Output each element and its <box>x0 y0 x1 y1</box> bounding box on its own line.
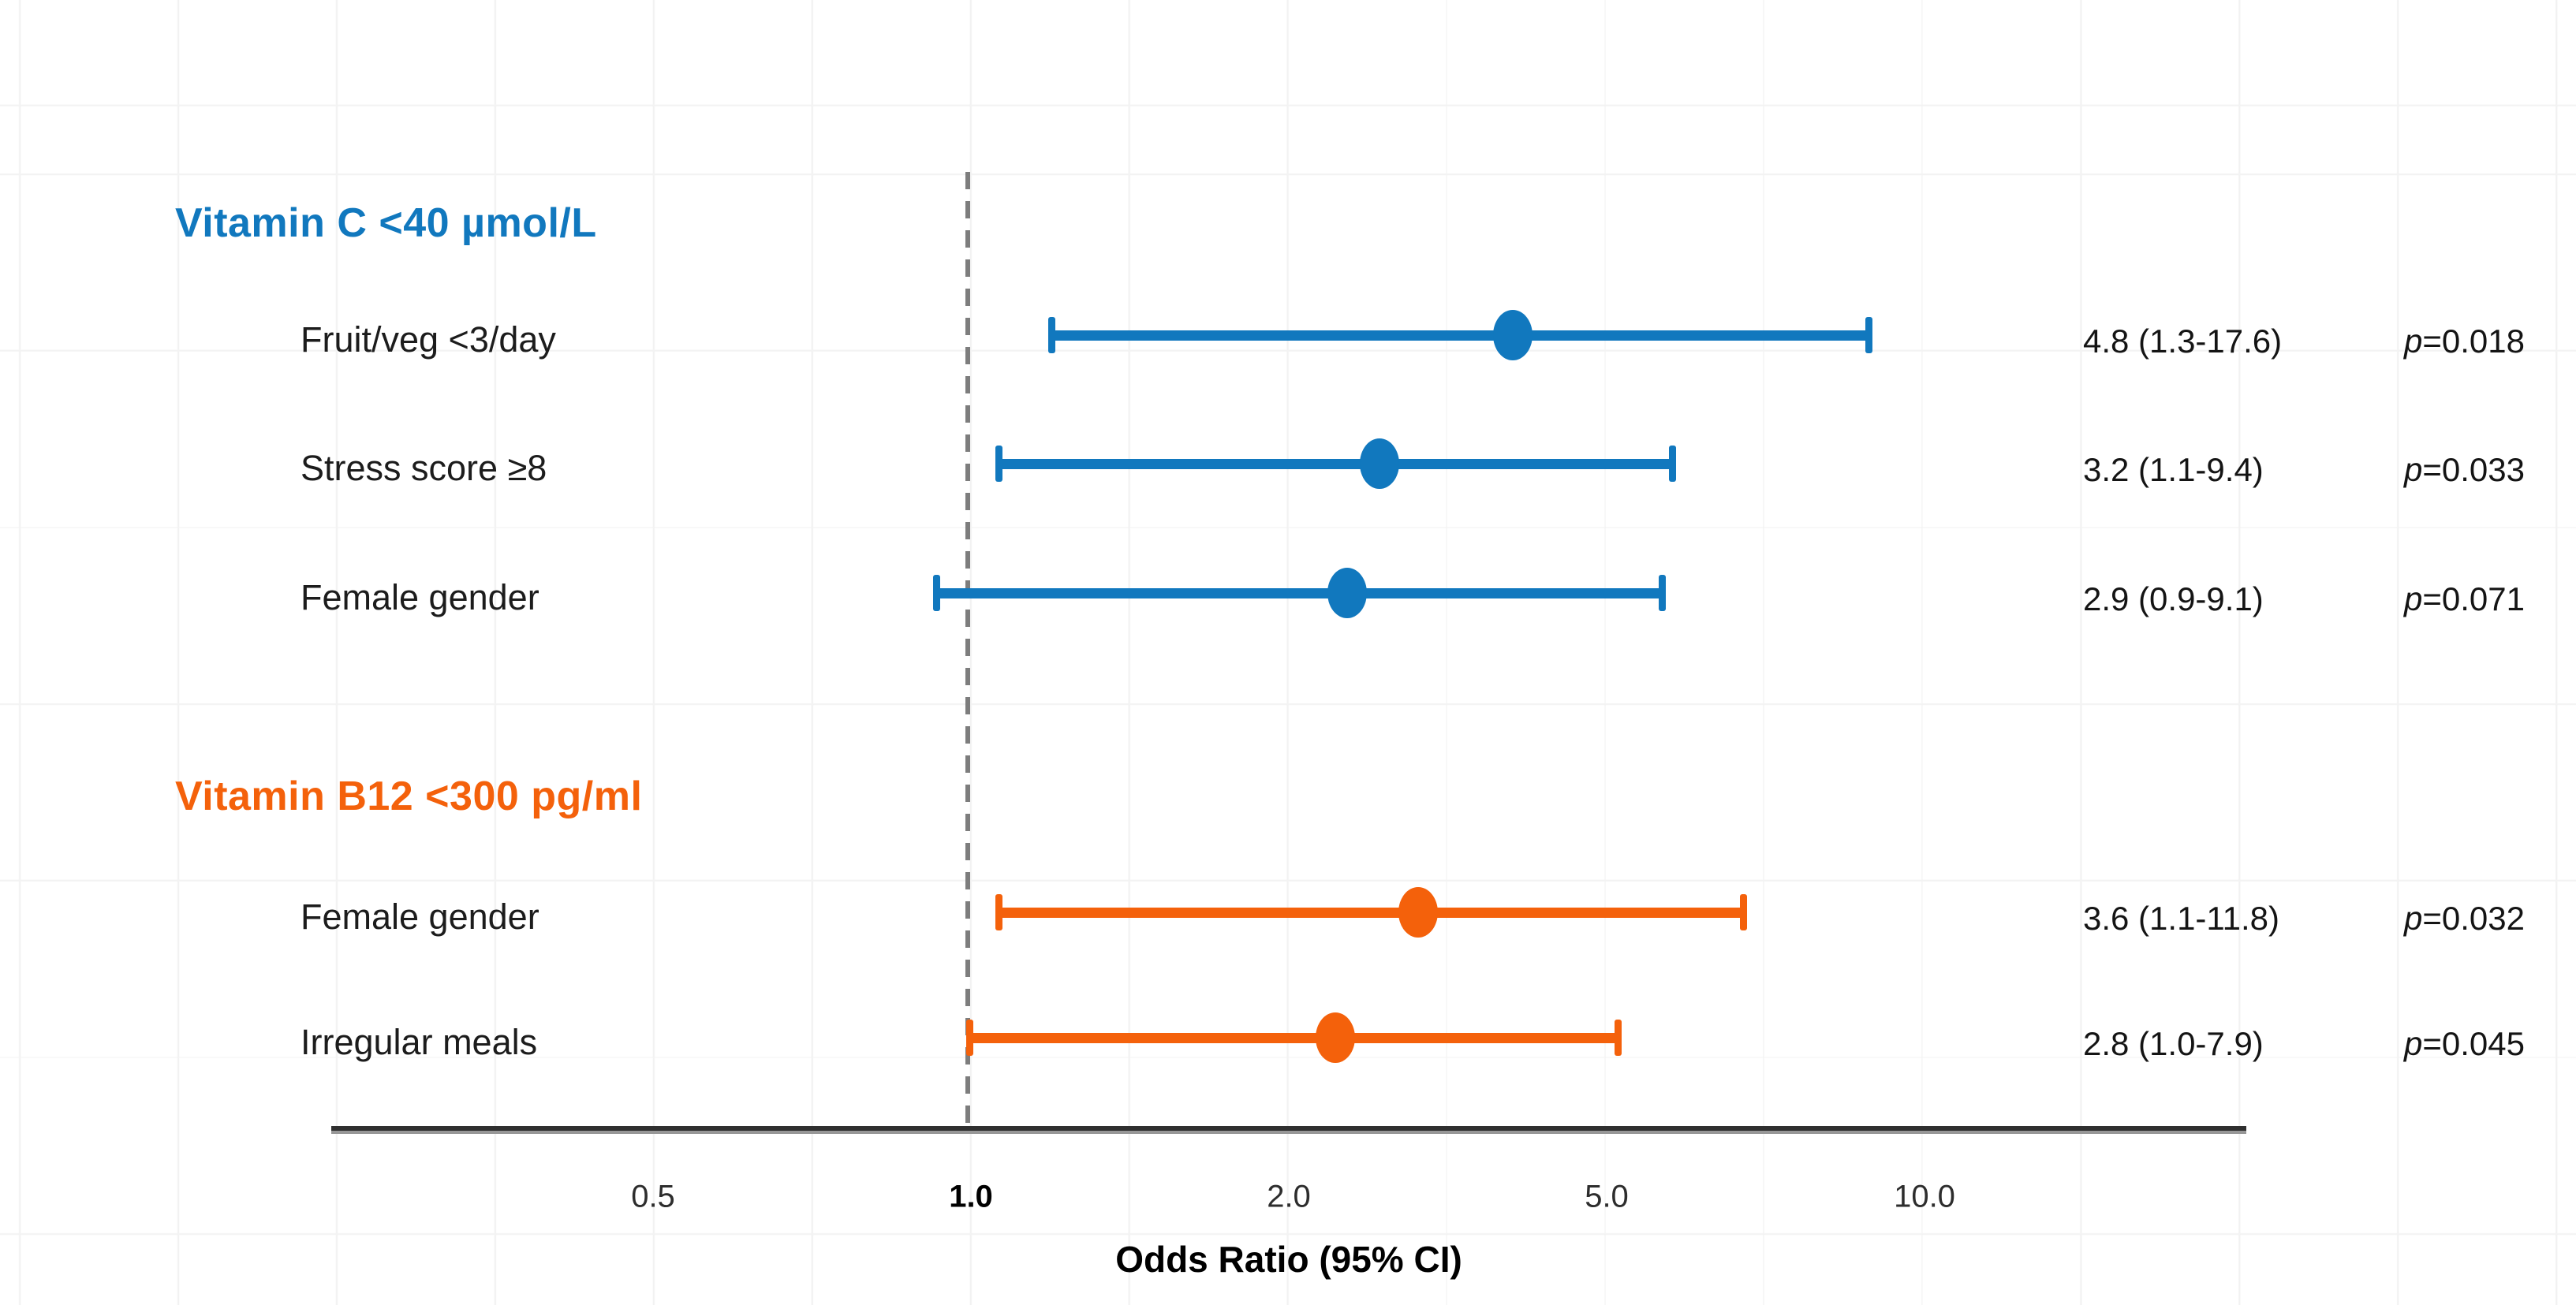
ci-cap-high <box>1614 1020 1622 1056</box>
ci-cap-high <box>1658 575 1666 611</box>
p-value-text: p=0.045 <box>2404 1025 2525 1063</box>
x-tick-5.0: 5.0 <box>1585 1179 1629 1214</box>
row-label: Female gender <box>301 577 539 617</box>
ci-cap-low <box>1047 317 1055 353</box>
p-value-text: p=0.071 <box>2404 580 2525 618</box>
ci-cap-low <box>965 1020 973 1056</box>
row-label: Stress score ≥8 <box>301 448 547 488</box>
group-header-2: Vitamin B12 <300 pg/ml <box>175 774 643 819</box>
p-value-text: p=0.033 <box>2404 451 2525 489</box>
p-symbol: p <box>2404 451 2423 488</box>
estimate-ci-text: 3.2 (1.1-9.4) <box>2083 451 2264 488</box>
ci-cap-low <box>995 894 1003 930</box>
row-label: Female gender <box>301 897 539 937</box>
ci-errorbar <box>936 587 1663 598</box>
estimate-ci-text: 3.6 (1.1-11.8) <box>2083 900 2280 937</box>
ci-errorbar <box>969 1032 1618 1043</box>
group-header-1: Vitamin C <40 µmol/L <box>175 200 597 246</box>
odds-ratio-marker <box>1398 887 1439 938</box>
row-label: Fruit/veg <3/day <box>301 319 556 360</box>
odds-ratio-marker <box>1359 438 1399 489</box>
ci-cap-low <box>932 575 940 611</box>
p-value-text: p=0.018 <box>2404 323 2525 360</box>
p-value: =0.071 <box>2422 580 2525 617</box>
reference-line-1.0 <box>965 172 970 1128</box>
p-symbol: p <box>2404 900 2423 937</box>
p-value: =0.045 <box>2422 1025 2525 1062</box>
x-axis-title: Odds Ratio (95% CI) <box>1115 1239 1462 1280</box>
odds-ratio-marker <box>1492 310 1533 360</box>
p-symbol: p <box>2404 1025 2423 1062</box>
p-value: =0.033 <box>2422 451 2525 488</box>
estimate-ci-text: 4.8 (1.3-17.6) <box>2083 323 2283 360</box>
x-tick-2.0: 2.0 <box>1267 1179 1311 1214</box>
row-label: Irregular meals <box>301 1022 538 1062</box>
x-tick-0.5: 0.5 <box>631 1179 675 1214</box>
ci-cap-high <box>1740 894 1748 930</box>
odds-ratio-marker <box>1316 1012 1356 1063</box>
x-tick-1.0: 1.0 <box>949 1179 993 1214</box>
ci-errorbar <box>999 458 1673 469</box>
odds-ratio-marker <box>1327 568 1367 618</box>
p-value: =0.032 <box>2422 900 2525 937</box>
estimate-ci-text: 2.8 (1.0-7.9) <box>2083 1025 2264 1062</box>
p-value-text: p=0.032 <box>2404 900 2525 938</box>
p-symbol: p <box>2404 323 2423 360</box>
p-value: =0.018 <box>2422 323 2525 360</box>
ci-cap-low <box>995 446 1003 482</box>
ci-errorbar <box>1051 330 1869 341</box>
estimate-ci-text: 2.9 (0.9-9.1) <box>2083 580 2264 617</box>
ci-cap-high <box>1865 317 1873 353</box>
ci-cap-high <box>1668 446 1676 482</box>
ci-errorbar <box>999 907 1744 918</box>
x-axis-line <box>331 1126 2246 1134</box>
p-symbol: p <box>2404 580 2423 617</box>
x-tick-10.0: 10.0 <box>1894 1179 1955 1214</box>
